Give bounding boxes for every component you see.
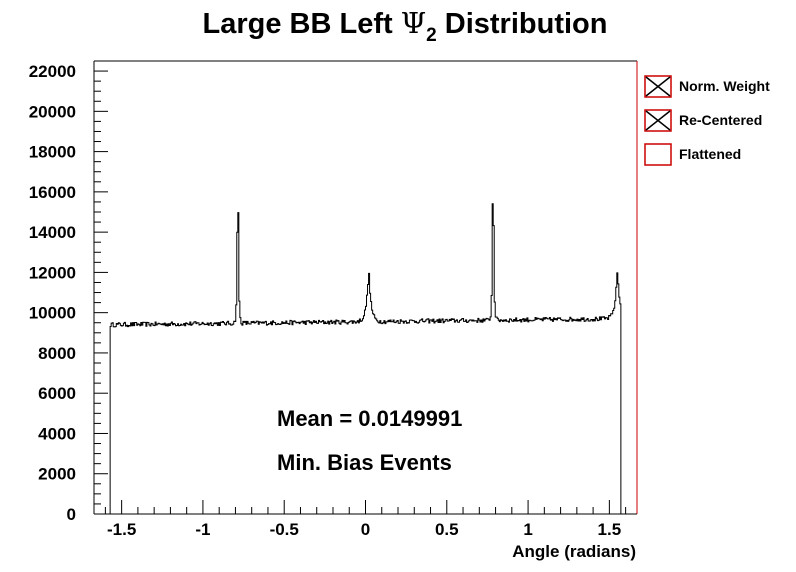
- chart-title: Large BB Left Ψ2 Distribution: [203, 6, 608, 46]
- x-tick-label: -1.5: [107, 520, 136, 539]
- legend-label: Norm. Weight: [679, 78, 770, 94]
- x-tick-label: -0.5: [270, 520, 299, 539]
- y-tick-label: 14000: [29, 223, 76, 242]
- x-axis-label: Angle (radians): [512, 542, 636, 561]
- title-subscript: 2: [426, 25, 437, 46]
- title-psi-symbol: Ψ: [401, 6, 426, 40]
- legend-swatch: [644, 143, 672, 166]
- legend: Norm. Weight Re-Centered Flattened: [644, 75, 770, 166]
- legend-label: Flattened: [679, 146, 741, 162]
- legend-swatch: [644, 109, 672, 132]
- y-tick-label: 8000: [38, 344, 76, 363]
- y-tick-label: 20000: [29, 102, 76, 121]
- legend-swatch: [644, 75, 672, 98]
- title-suffix: Distribution: [437, 8, 608, 40]
- y-tick-label: 6000: [38, 384, 76, 403]
- x-tick-label: -1: [195, 520, 210, 539]
- plot-frame: [93, 60, 638, 515]
- legend-entry: Flattened: [644, 143, 741, 166]
- legend-entry: Re-Centered: [644, 109, 762, 132]
- legend-cross-line: [645, 76, 671, 97]
- y-tick-label: 2000: [38, 465, 76, 484]
- y-tick-label: 22000: [29, 62, 76, 81]
- y-tick-label: 16000: [29, 183, 76, 202]
- y-tick-label: 12000: [29, 263, 76, 282]
- y-tick-label: 0: [67, 505, 76, 524]
- y-tick-label: 10000: [29, 304, 76, 323]
- svg-text:Large BB Left Ψ2 Distribution: Large BB Left Ψ2 Distribution: [203, 6, 608, 46]
- x-tick-label: 0: [361, 520, 370, 539]
- legend-label: Re-Centered: [679, 112, 762, 128]
- series-histogram: [109, 203, 622, 514]
- legend-cross-line: [645, 110, 671, 131]
- histogram-line: [109, 203, 622, 514]
- annotation-mean: Mean = 0.0149991: [277, 406, 462, 431]
- x-axis: -1.5 -1 -0.5 0 0.5 1 1.5: [94, 500, 637, 539]
- title-prefix: Large BB Left: [203, 8, 401, 40]
- x-tick-label: 0.5: [435, 520, 459, 539]
- y-tick-label: 18000: [29, 143, 76, 162]
- y-tick-label: 4000: [38, 424, 76, 443]
- x-tick-label: 1.5: [598, 520, 622, 539]
- x-tick-label: 1: [523, 520, 532, 539]
- annotation-events: Min. Bias Events: [277, 450, 452, 475]
- legend-entry: Norm. Weight: [644, 75, 770, 98]
- y-axis: 0 2000 4000 6000 8000 10000 12000 14000 16000 180…: [29, 60, 108, 524]
